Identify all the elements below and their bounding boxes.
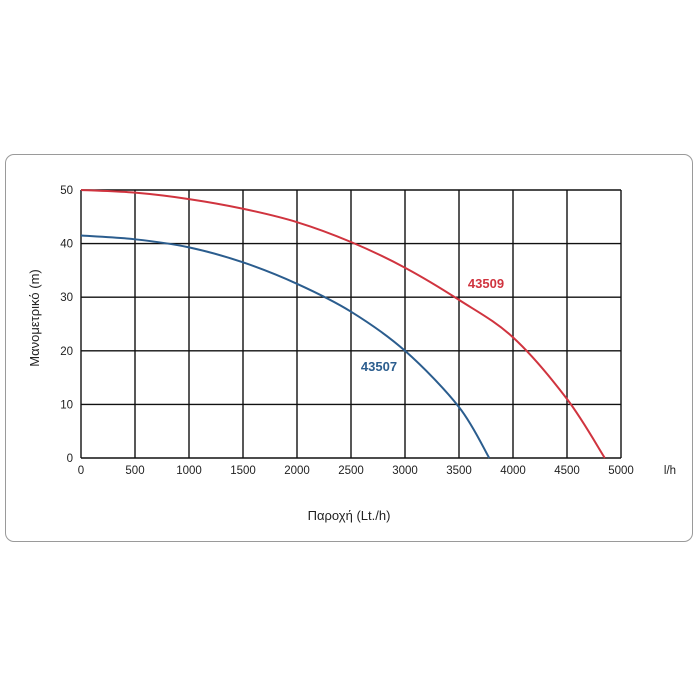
x-tick-label: 1500 [230,465,256,477]
series-line-43509 [80,189,606,459]
x-tick-label: 1000 [176,465,202,477]
x-tick-label: 5000 [608,465,634,477]
x-tick-label: 0 [78,465,84,477]
x-tick-label: 3500 [446,465,472,477]
series-label-43509: 43509 [468,276,504,291]
x-axis-title: Παροχή (Lt./h) [308,508,391,523]
x-tick-label: 2000 [284,465,310,477]
x-tick-label: 4000 [500,465,526,477]
x-tick-label: 2500 [338,465,364,477]
x-unit-label: l/h [664,465,676,477]
y-tick-label: 50 [60,185,73,197]
y-axis-title: Μανομετρικό (m) [27,269,42,366]
series-line-43507 [80,234,491,459]
x-tick-label: 500 [125,465,144,477]
y-tick-label: 0 [67,453,73,465]
grid [80,189,622,459]
y-tick-label: 40 [60,239,73,251]
x-tick-labels: 0 500 1000 1500 2000 2500 3000 3500 4000 4500 5000 [78,465,634,477]
y-tick-label: 30 [60,292,73,304]
x-tick-label: 4500 [554,465,580,477]
x-tick-label: 3000 [392,465,418,477]
series-labels: 43509 43507 [361,276,504,374]
curves [80,189,606,459]
y-tick-label: 20 [60,346,73,358]
chart-frame [5,154,693,542]
y-tick-label: 10 [60,399,73,411]
y-tick-labels: 0 10 20 30 40 50 [60,185,73,465]
series-label-43507: 43507 [361,359,397,374]
